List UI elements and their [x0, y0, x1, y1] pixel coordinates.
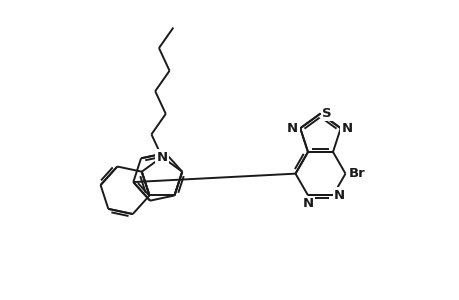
- Text: N: N: [333, 189, 344, 202]
- Text: S: S: [322, 107, 331, 120]
- Text: N: N: [341, 122, 352, 135]
- Text: N: N: [286, 122, 297, 135]
- Text: N: N: [302, 197, 313, 210]
- Text: Br: Br: [348, 167, 364, 180]
- Text: N: N: [156, 151, 167, 164]
